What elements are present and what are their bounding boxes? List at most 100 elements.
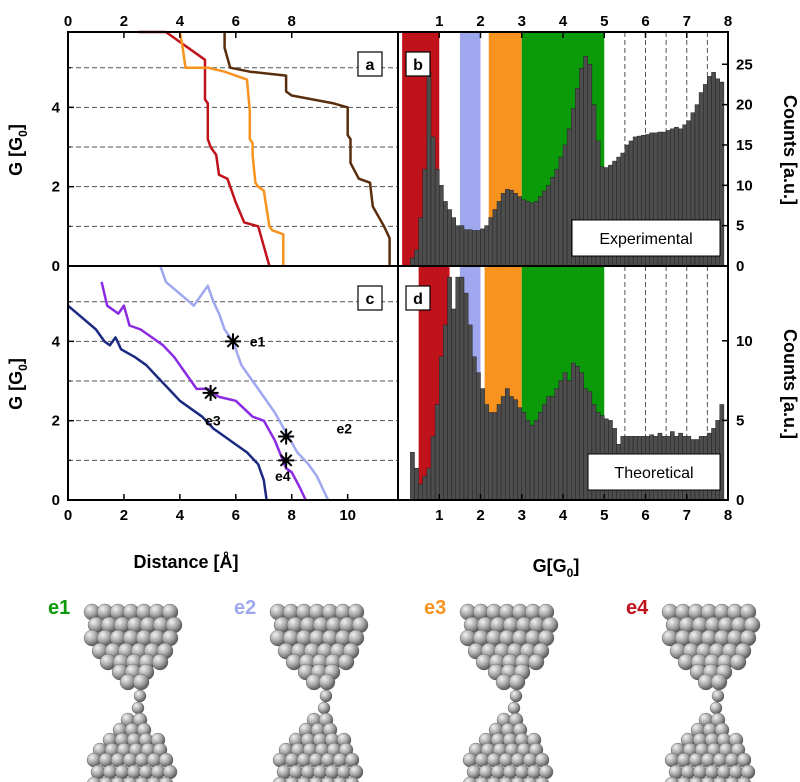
histogram-bar: [517, 196, 522, 267]
atom: [99, 776, 113, 782]
panel-letter-box: [357, 51, 383, 77]
atom: [511, 776, 525, 782]
histogram-bar: [459, 276, 465, 501]
y-tick-label-right: 10: [736, 333, 753, 350]
y-axis-label-bottom: G [G0]: [6, 358, 30, 410]
histogram-bar: [538, 412, 543, 501]
histogram-bar: [410, 451, 415, 501]
histogram-bar: [505, 388, 510, 501]
panel-letter: c: [366, 291, 375, 308]
histogram-bar: [492, 209, 498, 267]
atom: [123, 776, 137, 782]
histogram-bar: [472, 356, 477, 501]
x-tick-label-top: 5: [600, 13, 608, 30]
x-tick-label-top: 3: [518, 13, 526, 30]
x-tick-label: 5: [600, 507, 608, 524]
x-tick-label: 6: [232, 507, 240, 524]
atom: [333, 776, 347, 782]
x-tick-label: 10: [339, 507, 356, 524]
histogram-bar: [467, 324, 473, 501]
histogram-bar: [550, 176, 555, 267]
dataset-label-box: [587, 453, 721, 491]
x-axis-label-distance: Distance [Å]: [133, 552, 238, 572]
histogram-bar: [513, 193, 518, 267]
y-tick-label: 2: [52, 179, 60, 196]
x-tick-label-top: 7: [683, 13, 691, 30]
atom: [133, 689, 147, 703]
histogram-bar: [571, 362, 576, 501]
atom: [318, 673, 336, 691]
histogram-bar: [521, 412, 527, 501]
x-tick-label: 3: [518, 507, 526, 524]
plot-frame: [67, 265, 399, 501]
snapshot-e3: e3: [424, 597, 559, 782]
atom: [709, 701, 723, 715]
atom: [285, 776, 299, 782]
histogram-bar: [488, 412, 494, 501]
x-tick-label-top: 8: [288, 13, 296, 30]
histogram-bar: [546, 185, 551, 267]
x-tick-label-top: 1: [435, 13, 443, 30]
atom: [523, 776, 537, 782]
y-tick-label-right: 5: [736, 412, 744, 429]
histogram-bar: [529, 202, 535, 267]
histogram-bar: [459, 225, 465, 267]
atom: [297, 776, 311, 782]
histogram-bar: [575, 366, 580, 501]
atom: [665, 776, 679, 782]
annotation-e4: e4: [275, 468, 291, 484]
panel-letter: b: [413, 57, 423, 74]
series-line-navy: [67, 304, 268, 501]
atom: [87, 776, 101, 782]
x-tick-label: 8: [288, 507, 296, 524]
histogram-bar: [546, 396, 551, 501]
band-lightblue: [459, 32, 481, 266]
histogram-bar: [447, 209, 452, 267]
x-tick-label-top: 6: [232, 13, 240, 30]
histogram-bar: [414, 467, 419, 501]
histogram-bar: [509, 396, 514, 501]
atom: [151, 653, 169, 671]
snapshot-label-e1: e1: [48, 597, 70, 619]
snapshot-label-e3: e3: [424, 597, 446, 619]
atom: [273, 776, 287, 782]
x-tick-label: 0: [64, 507, 72, 524]
atom: [319, 689, 333, 703]
histogram-bar: [562, 144, 568, 267]
histogram-bar: [443, 201, 448, 267]
panel-b: 0 5 10 15 20 25 1 2 3 4 5 6 7 8 b Experimental: [397, 13, 753, 275]
star-marker: [278, 428, 295, 445]
histogram-bar: [542, 404, 547, 501]
histogram-bar: [500, 193, 506, 267]
dataset-label: Experimental: [599, 231, 692, 248]
histogram-bar: [500, 396, 506, 501]
histogram-bar: [529, 424, 535, 501]
histogram-bar: [439, 185, 444, 267]
histogram-bar: [418, 483, 423, 501]
histogram-bar: [488, 217, 494, 267]
annotation-e3: e3: [205, 413, 221, 429]
atom: [535, 776, 549, 782]
histogram-bar: [443, 324, 448, 501]
annotation-e1: e1: [250, 333, 266, 349]
dataset-label-box: [571, 219, 721, 257]
histogram-bar: [513, 399, 518, 501]
atom: [509, 689, 523, 703]
atom: [147, 776, 161, 782]
x-axis-label-conductance: G[G0]: [533, 556, 580, 580]
atom: [487, 776, 501, 782]
histogram-bar: [434, 168, 440, 267]
y-tick-label: 4: [52, 333, 61, 350]
atom: [701, 776, 715, 782]
histogram-bar: [492, 412, 498, 501]
y-tick-label-right: 20: [736, 97, 753, 114]
atom: [131, 701, 145, 715]
histogram-bar: [414, 249, 419, 267]
atom: [321, 776, 335, 782]
x-tick-label-top: 2: [120, 13, 128, 30]
atom: [159, 776, 173, 782]
histogram-bar: [525, 201, 531, 267]
histogram-bar: [538, 196, 543, 267]
histogram-bar: [554, 388, 560, 501]
